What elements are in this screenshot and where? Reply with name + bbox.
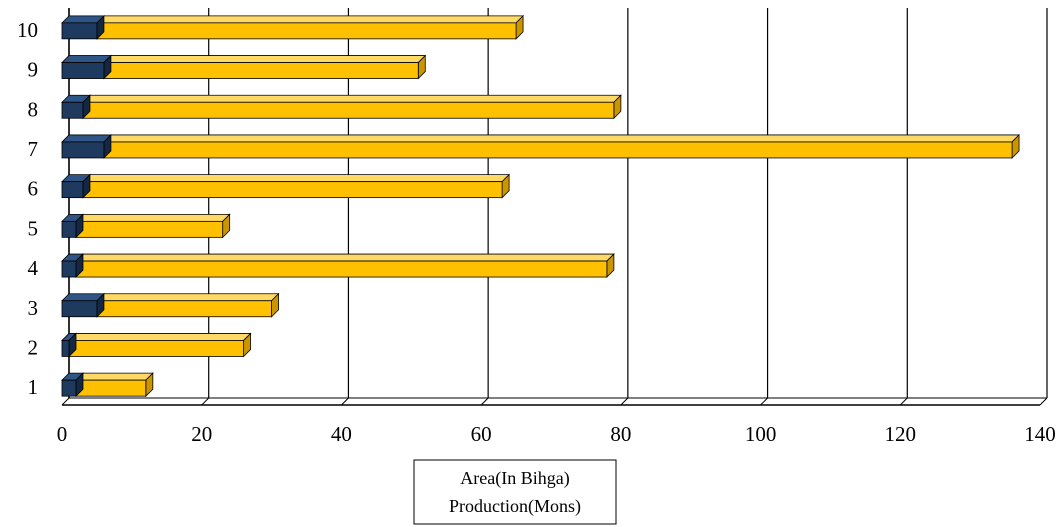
legend-item-area: Area(In Bihga) — [460, 468, 569, 489]
bar-production — [68, 332, 252, 358]
gridline-floor — [480, 397, 489, 406]
y-tick-label: 7 — [28, 137, 39, 161]
bar-area — [61, 133, 112, 159]
gridline-floor — [620, 397, 629, 406]
x-tick-label: 20 — [191, 422, 212, 446]
tick-labels: 0 20 40 60 80 100 120 140 1 2 3 4 5 6 7 8 9 10 — [17, 18, 1056, 446]
y-tick-label: 2 — [28, 335, 39, 359]
gridline-floor — [61, 397, 70, 406]
gridline-floor — [341, 397, 349, 406]
x-tick-label: 140 — [1024, 422, 1056, 446]
x-tick-label: 0 — [57, 422, 68, 446]
bar-production — [81, 94, 622, 120]
legend-box — [413, 459, 617, 525]
bar-production — [81, 173, 511, 199]
bar-area — [61, 213, 84, 239]
bar-area — [61, 332, 77, 358]
bar-area — [61, 292, 105, 318]
y-tick-label: 3 — [28, 296, 39, 320]
y-tick-label: 6 — [28, 177, 39, 201]
gridline-floor — [1039, 397, 1048, 406]
y-tick-label: 4 — [28, 256, 39, 280]
bar-production — [75, 253, 615, 279]
bar-area — [61, 173, 91, 199]
x-tick-label: 120 — [885, 422, 917, 446]
bar-area — [61, 253, 84, 279]
bar-production — [102, 133, 1021, 159]
bar-area — [61, 14, 105, 40]
bar-area — [61, 372, 84, 398]
y-tick-label: 10 — [17, 18, 38, 42]
x-tick-label: 100 — [745, 422, 777, 446]
x-tick-label: 60 — [471, 422, 492, 446]
x-tick-label: 80 — [610, 422, 631, 446]
bar-area — [61, 54, 112, 80]
y-tick-label: 5 — [28, 216, 39, 240]
gridline-floor — [201, 397, 210, 406]
x-tick-label: 40 — [331, 422, 352, 446]
y-tick-label: 1 — [28, 375, 39, 399]
bar-production — [95, 14, 525, 40]
gridline-floor — [899, 397, 908, 406]
bar-production — [102, 54, 427, 80]
bars — [61, 14, 1021, 398]
bar-area — [61, 94, 91, 120]
bar-production — [95, 292, 280, 318]
y-tick-label: 8 — [28, 97, 39, 121]
legend: Area(In Bihga) Production(Mons) — [413, 459, 617, 525]
y-tick-label: 9 — [28, 58, 39, 82]
gridline-floor — [760, 397, 768, 406]
bar-production — [75, 213, 231, 239]
legend-item-production: Production(Mons) — [449, 496, 581, 517]
bar-production — [75, 372, 154, 398]
